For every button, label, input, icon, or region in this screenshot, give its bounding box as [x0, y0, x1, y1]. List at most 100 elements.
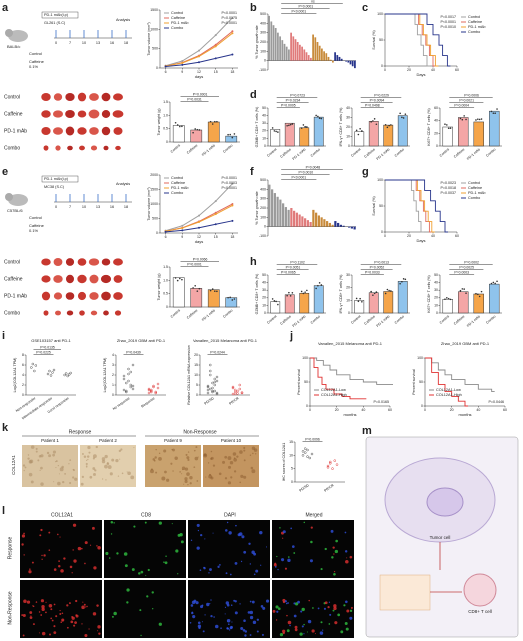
replicate-dot: [306, 289, 308, 292]
replicate-dot: [357, 300, 360, 303]
tumor-photo: [101, 291, 111, 301]
ihc-texture: [189, 476, 193, 480]
fluorescence-signal: [279, 633, 284, 637]
fluorescence-signal: [146, 595, 149, 598]
x-tick-label: PD-1 mAb: [376, 314, 391, 327]
replicate-dot: [273, 300, 276, 302]
tumor-photo: [113, 275, 123, 283]
y-tick-label: 400: [260, 187, 266, 191]
y-tick-label: 0: [381, 230, 383, 234]
label: MC38 (S.C): [44, 185, 65, 189]
survival-curve: [385, 13, 430, 67]
tumor-photo: [55, 310, 61, 316]
legend-label: Combo: [171, 26, 183, 30]
fluorescence-signal: [123, 552, 128, 556]
ihc-texture: [104, 464, 108, 469]
fluorescence-signal: [147, 568, 150, 572]
tumor-photo: [55, 145, 61, 151]
fluorescence-signal: [229, 626, 233, 630]
replicate-dot: [480, 118, 483, 120]
point: [63, 373, 66, 377]
replicate-dot: [198, 287, 201, 290]
fluorescence-signal: [284, 567, 288, 570]
ihc-texture: [153, 459, 156, 462]
y-axis-label: % Tumor growth rate: [255, 25, 259, 58]
label: 0: [55, 205, 57, 209]
bar: [354, 60, 356, 69]
point: [211, 381, 214, 385]
fluorescence-signal: [276, 610, 279, 613]
p-value: P=0.0031: [187, 97, 202, 101]
ihc-texture: [105, 479, 107, 481]
fluorescence-signal: [225, 529, 228, 532]
fluorescence-signal: [22, 634, 25, 637]
ihc-texture: [239, 481, 241, 484]
replicate-dot: [384, 124, 387, 126]
fluorescence-signal: [234, 611, 238, 615]
fluorescence-signal: [253, 552, 257, 556]
fluorescence-signal: [22, 613, 26, 618]
y-tick-label: 0: [348, 311, 350, 315]
y-tick-label: 20: [346, 286, 350, 290]
y-tick-label: 1000: [150, 27, 158, 31]
fluorescence-signal: [58, 560, 60, 563]
replicate-dot: [229, 133, 231, 136]
bar: [207, 121, 220, 143]
tumor-photo: [114, 310, 122, 316]
point: [198, 226, 200, 229]
p-value: P=0.0003: [454, 270, 469, 274]
bar: [299, 127, 310, 147]
y-tick-label: 5: [196, 383, 198, 387]
fluorescence-signal: [275, 619, 278, 621]
replicate-dot: [490, 282, 493, 285]
fluorescence-signal: [59, 613, 62, 615]
replicate-dot: [176, 279, 179, 282]
ihc-texture: [243, 459, 246, 462]
replicate-dot: [449, 298, 452, 301]
fluorescence-signal: [253, 573, 256, 576]
fluorescence-signal: [75, 599, 78, 603]
survival-curve: [425, 357, 495, 393]
tumor-photo: [103, 310, 109, 316]
fluorescence-signal: [243, 619, 246, 622]
replicate-dot: [194, 128, 196, 130]
fluorescence-signal: [225, 601, 230, 605]
ihc-texture: [86, 455, 90, 458]
bar: [383, 291, 394, 314]
fluorescence-signal: [212, 532, 214, 534]
bar: [489, 283, 500, 314]
ihc-texture: [30, 480, 34, 484]
y-tick-label: 50: [379, 38, 383, 42]
point: [209, 363, 212, 367]
x-tick-label: PD-1 mAb: [201, 143, 216, 156]
fluorescence-signal: [301, 607, 305, 612]
fluorescence-signal: [23, 554, 25, 556]
p-value: P=0.0017: [441, 15, 457, 19]
label: Response: [69, 429, 92, 435]
p-value: P=0.0048: [306, 165, 321, 169]
ihc-texture: [161, 476, 166, 481]
ihc-texture: [27, 457, 30, 460]
fluorescence-signal: [73, 624, 76, 627]
fluorescence-signal: [227, 620, 229, 622]
ihc-texture: [55, 466, 57, 469]
panel-letter: m: [362, 425, 372, 437]
point: [206, 385, 210, 389]
x-tick-label: Combo: [310, 147, 321, 157]
fluorescence-signal: [77, 546, 82, 551]
bar: [304, 218, 307, 227]
tumor-photo: [89, 127, 99, 135]
fluorescence-signal: [345, 627, 349, 631]
ihc-texture: [120, 448, 123, 451]
fluorescence-signal: [41, 558, 43, 560]
p-value: P=0.0033: [365, 270, 380, 274]
fluorescence-signal: [171, 523, 173, 525]
y-tick-label: 40: [262, 114, 266, 118]
bar: [313, 116, 324, 147]
fluorescence-signal: [29, 611, 33, 614]
y-tick-label: 1500: [150, 8, 158, 12]
ihc-texture: [115, 458, 119, 463]
tumor-photo: [66, 310, 74, 316]
replicate-dot: [211, 123, 214, 125]
y-tick-label: 0: [22, 393, 24, 397]
